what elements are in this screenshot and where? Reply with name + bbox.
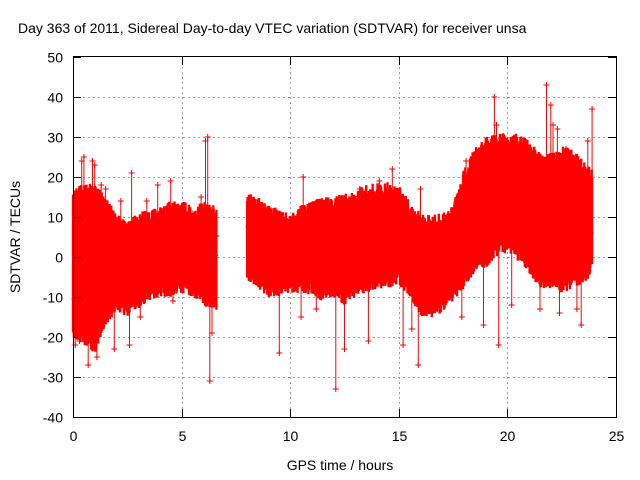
y-tick-label: 50 <box>47 50 63 66</box>
outlier-marker <box>415 362 422 368</box>
y-tick-label: -20 <box>43 330 63 346</box>
y-tick-label: -10 <box>43 290 63 306</box>
outlier-marker <box>313 306 320 312</box>
x-tick-label: 10 <box>283 428 299 444</box>
outlier-marker <box>376 178 383 184</box>
outlier-marker <box>508 302 515 308</box>
outlier-marker <box>93 354 100 360</box>
y-tick-label: 40 <box>47 90 63 106</box>
outlier-marker <box>85 362 92 368</box>
outlier-marker <box>117 198 124 204</box>
outlier-marker <box>495 342 502 348</box>
outlier-marker <box>298 314 305 320</box>
outlier-marker <box>550 122 556 128</box>
axis-ticks: -40 -30 -20 -10 0 10 20 30 40 50 0 5 10 15 20 25 <box>43 50 625 445</box>
outlier-marker <box>91 162 98 168</box>
y-tick-label: 10 <box>47 210 63 226</box>
outlier-marker <box>389 166 396 172</box>
outlier-marker <box>98 182 105 188</box>
outlier-marker <box>89 158 96 164</box>
outlier-marker <box>573 306 580 312</box>
outlier-marker <box>537 306 543 312</box>
data-layer <box>71 133 594 352</box>
outlier-marker <box>154 182 161 188</box>
x-tick-label: 20 <box>500 428 516 444</box>
outlier-marker <box>126 342 133 348</box>
x-tick-label: 25 <box>609 428 625 444</box>
outlier-marker <box>111 346 118 352</box>
outlier-marker <box>365 338 372 344</box>
outlier-marker <box>76 338 83 344</box>
outlier-marker <box>493 122 500 128</box>
outlier-marker <box>300 174 307 180</box>
outlier-marker <box>547 102 554 108</box>
outlier-marker <box>463 158 470 164</box>
outlier-marker <box>417 186 424 192</box>
outlier-marker <box>408 326 415 332</box>
outlier-marker <box>198 194 205 200</box>
outlier-marker <box>167 178 174 184</box>
outlier-marker <box>578 322 585 328</box>
outlier-marker <box>584 138 591 144</box>
outlier-marker <box>341 346 348 352</box>
outlier-marker <box>563 146 569 152</box>
outlier-marker <box>276 350 283 356</box>
y-tick-label: 20 <box>47 170 63 186</box>
outlier-marker <box>169 298 176 304</box>
outlier-layer <box>72 82 596 392</box>
outlier-marker <box>204 134 211 140</box>
outlier-marker <box>102 186 109 192</box>
x-tick-label: 0 <box>70 428 78 444</box>
x-axis-label: GPS time / hours <box>287 457 394 473</box>
y-tick-label: -30 <box>43 370 63 386</box>
outlier-marker <box>143 198 150 204</box>
y-tick-label: 30 <box>47 130 63 146</box>
y-tick-label: -40 <box>43 410 63 426</box>
outlier-marker <box>332 386 339 392</box>
x-tick-label: 5 <box>179 428 187 444</box>
outlier-marker <box>458 314 465 320</box>
outlier-marker <box>589 106 596 112</box>
outlier-marker <box>491 94 498 100</box>
outlier-marker <box>356 186 363 192</box>
outlier-marker <box>400 342 407 348</box>
outlier-marker <box>209 330 215 336</box>
x-tick-label: 15 <box>392 428 408 444</box>
outlier-marker <box>543 82 550 88</box>
plot-frame <box>73 56 617 418</box>
outlier-marker <box>80 154 87 160</box>
outlier-marker <box>556 310 563 316</box>
outlier-marker <box>128 170 135 176</box>
chart-title: Day 363 of 2011, Sidereal Day-to-day VTE… <box>18 20 527 36</box>
outlier-marker <box>206 378 213 384</box>
y-axis-label: SDTVAR / TECUs <box>7 181 23 293</box>
outlier-marker <box>554 126 561 132</box>
outlier-marker <box>137 314 144 320</box>
data-point-marker <box>213 233 220 239</box>
outlier-marker <box>480 322 487 328</box>
y-tick-label: 0 <box>55 250 63 266</box>
